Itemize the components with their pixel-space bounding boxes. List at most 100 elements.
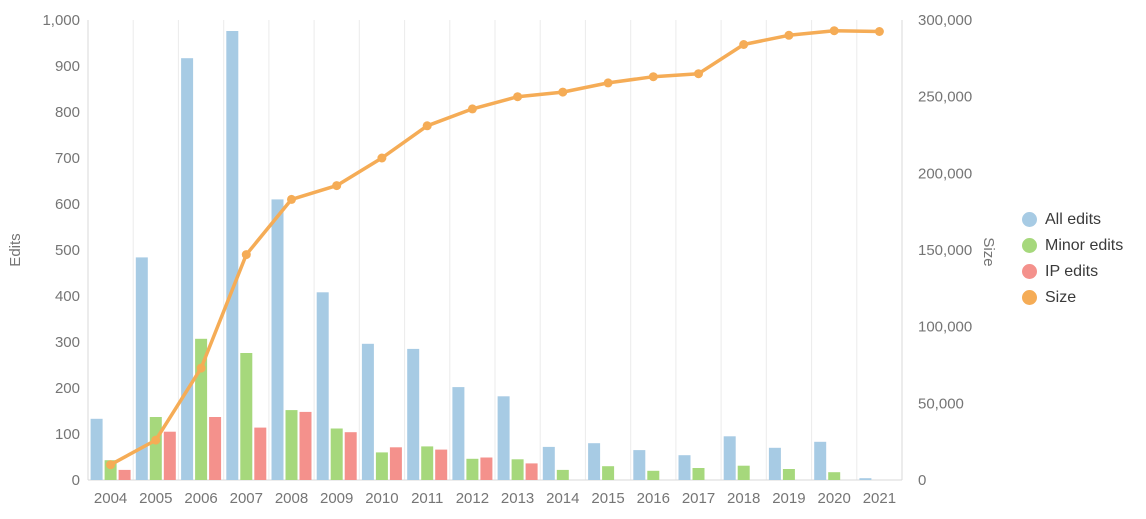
size-point-2014[interactable]: [558, 87, 568, 97]
bar-all-edits-2009[interactable]: [316, 292, 329, 480]
bar-minor-edits-2007[interactable]: [240, 353, 253, 480]
size-point-2004[interactable]: [106, 460, 116, 470]
legend-item-all-edits[interactable]: All edits: [1022, 211, 1123, 228]
size-point-2008[interactable]: [287, 194, 296, 204]
bar-ip-edits-2009[interactable]: [344, 432, 357, 480]
size-point-2011[interactable]: [422, 121, 432, 131]
bar-minor-edits-2013[interactable]: [511, 459, 524, 480]
bar-all-edits-2018[interactable]: [723, 436, 736, 480]
x-axis-tick-label: 2008: [275, 490, 308, 507]
size-line[interactable]: [108, 28, 882, 467]
bar-all-edits-2014[interactable]: [542, 446, 555, 480]
x-axis-tick-label: 2018: [727, 490, 760, 507]
bar-ip-edits-2005[interactable]: [163, 431, 176, 480]
bar-all-edits-2021[interactable]: [859, 478, 872, 480]
x-axis-tick-label: 2012: [456, 490, 489, 507]
bar-ip-edits-2013[interactable]: [525, 463, 538, 480]
x-axis-tick-label: 2019: [772, 490, 805, 507]
size-point-2012[interactable]: [467, 104, 477, 114]
left-axis-title: Edits: [7, 233, 24, 266]
size-point-2021[interactable]: [874, 27, 884, 36]
bar-minor-edits-2010[interactable]: [375, 452, 388, 480]
bar-minor-edits-2012[interactable]: [466, 458, 479, 480]
bar-ip-edits-2007[interactable]: [254, 427, 267, 480]
size-point-2015[interactable]: [603, 78, 613, 88]
right-axis-tick-label: 0: [918, 472, 926, 489]
left-axis-tick-label: 400: [55, 288, 80, 305]
x-axis-tick-label: 2016: [637, 490, 670, 507]
size-point-2007[interactable]: [241, 250, 251, 260]
bar-all-edits-2008[interactable]: [271, 199, 284, 480]
size-point-2013[interactable]: [513, 92, 523, 102]
right-axis-tick-label: 50,000: [918, 395, 964, 412]
left-axis-tick-label: 800: [55, 104, 80, 121]
x-axis-tick-label: 2010: [365, 490, 398, 507]
legend-label-all-edits: All edits: [1045, 211, 1102, 228]
right-axis-tick-label: 250,000: [918, 89, 972, 106]
x-axis-tick-label: 2006: [184, 490, 217, 507]
bar-all-edits-2011[interactable]: [407, 348, 420, 480]
bar-minor-edits-2019[interactable]: [782, 469, 795, 480]
bar-all-edits-2019[interactable]: [768, 447, 781, 480]
legend-item-ip-edits[interactable]: IP edits: [1022, 263, 1123, 280]
size-point-2020[interactable]: [829, 26, 839, 36]
legend-item-minor-edits[interactable]: Minor edits: [1022, 237, 1123, 254]
left-axis-tick-label: 300: [55, 334, 80, 351]
bar-all-edits-2020[interactable]: [814, 441, 827, 480]
bar-minor-edits-2011[interactable]: [421, 446, 434, 480]
bar-minor-edits-2008[interactable]: [285, 410, 298, 480]
legend-item-size[interactable]: Size: [1022, 289, 1123, 306]
bar-all-edits-2005[interactable]: [135, 257, 148, 480]
bar-all-edits-2017[interactable]: [678, 455, 691, 480]
bar-minor-edits-2009[interactable]: [330, 428, 343, 481]
size-point-2018[interactable]: [739, 40, 749, 49]
left-axis-tick-label: 0: [72, 472, 80, 489]
size-point-2009[interactable]: [332, 181, 342, 191]
bar-minor-edits-2016[interactable]: [647, 470, 660, 480]
x-axis-tick-label: 2007: [230, 490, 263, 507]
bar-all-edits-2010[interactable]: [361, 343, 374, 480]
left-axis-tick-label: 1,000: [42, 12, 80, 29]
x-axis-tick-label: 2021: [863, 490, 896, 507]
bar-ip-edits-2004[interactable]: [118, 469, 131, 480]
bar-all-edits-2012[interactable]: [452, 387, 465, 480]
size-point-2019[interactable]: [784, 30, 794, 40]
bar-ip-edits-2010[interactable]: [389, 447, 402, 480]
x-axis-tick-label: 2013: [501, 490, 534, 507]
bar-ip-edits-2012[interactable]: [480, 457, 493, 481]
bar-all-edits-2015[interactable]: [588, 443, 601, 480]
bar-all-edits-2016[interactable]: [633, 450, 646, 480]
bar-ip-edits-2008[interactable]: [299, 411, 312, 480]
x-axis-tick-label: 2017: [682, 490, 715, 507]
left-axis-tick-label: 100: [55, 426, 80, 443]
size-point-2016[interactable]: [648, 72, 658, 82]
size-point-2006[interactable]: [196, 363, 206, 373]
bar-minor-edits-2005[interactable]: [149, 417, 162, 480]
bar-minor-edits-2020[interactable]: [828, 472, 841, 480]
left-axis-tick-label: 700: [55, 150, 80, 167]
bar-minor-edits-2014[interactable]: [556, 469, 569, 480]
right-axis-tick-label: 100,000: [918, 319, 972, 336]
size-point-2005[interactable]: [151, 435, 161, 445]
x-axis-tick-label: 2005: [139, 490, 172, 507]
left-axis-tick-label: 200: [55, 380, 80, 397]
bar-ip-edits-2006[interactable]: [209, 417, 222, 480]
bar-all-edits-2004[interactable]: [90, 418, 103, 480]
legend-marker-icon-minor-edits: [1022, 238, 1037, 253]
left-axis-tick-label: 500: [55, 242, 80, 259]
legend-marker-icon-all-edits: [1022, 212, 1037, 227]
bar-ip-edits-2011[interactable]: [435, 449, 448, 480]
size-point-2010[interactable]: [377, 153, 387, 163]
bar-minor-edits-2018[interactable]: [737, 465, 750, 480]
x-axis-tick-label: 2009: [320, 490, 353, 507]
x-axis-tick-label: 2011: [411, 490, 443, 507]
bar-all-edits-2007[interactable]: [226, 31, 239, 480]
bar-all-edits-2006[interactable]: [181, 58, 194, 480]
size-point-2017[interactable]: [694, 69, 703, 79]
bar-all-edits-2013[interactable]: [497, 396, 510, 480]
legend-marker-icon-ip-edits: [1022, 264, 1037, 279]
bar-minor-edits-2015[interactable]: [602, 466, 615, 480]
bar-minor-edits-2017[interactable]: [692, 468, 705, 480]
